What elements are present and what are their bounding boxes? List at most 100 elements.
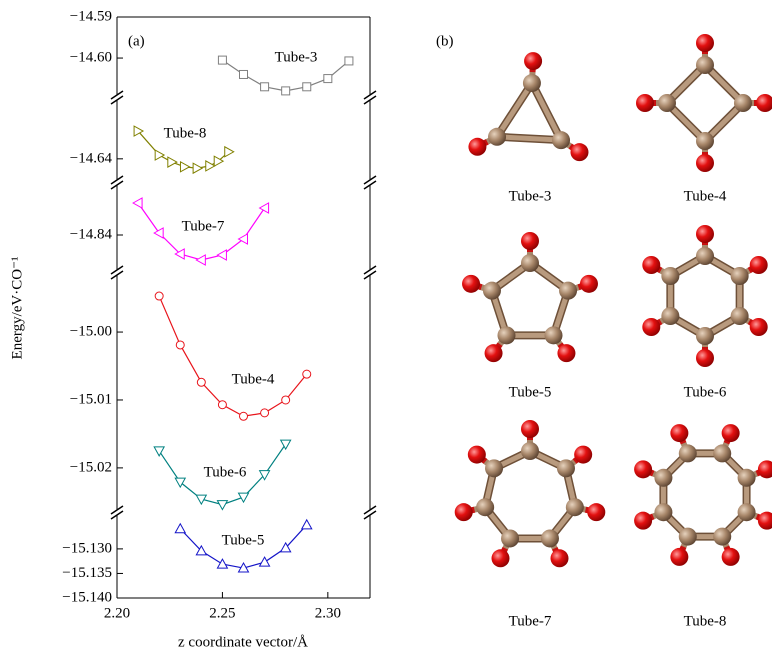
carbon-atom	[523, 74, 541, 92]
structure-label: Tube-5	[509, 384, 552, 400]
carbon-atom	[696, 132, 714, 150]
structure-label: Tube-3	[509, 188, 552, 204]
y-tick-label: −14.59	[70, 8, 112, 24]
y-tick-label: −15.130	[62, 540, 112, 556]
carbon-atom	[713, 528, 731, 546]
y-tick-label: −14.84	[70, 226, 113, 242]
oxygen-atom	[756, 94, 772, 112]
data-point	[324, 75, 332, 83]
carbon-atom	[566, 498, 584, 516]
carbon-atom	[696, 327, 714, 345]
y-axis-label: Energy/eV·CO⁻¹	[9, 257, 25, 360]
oxygen-atom	[750, 318, 768, 336]
data-point	[261, 83, 269, 91]
oxygen-atom	[636, 94, 654, 112]
molecule	[636, 34, 772, 172]
oxygen-atom	[521, 420, 539, 438]
carbon-atom	[559, 282, 577, 300]
y-tick-label: −15.02	[70, 459, 112, 475]
x-axis-label: z coordinate vector/Å	[178, 634, 308, 650]
data-point	[260, 557, 270, 566]
data-point	[175, 478, 185, 487]
data-point	[240, 412, 248, 420]
data-point	[217, 559, 227, 568]
x-tick-label: 2.25	[209, 605, 235, 621]
y-tick-label: −15.01	[70, 391, 112, 407]
series-label: Tube-8	[164, 125, 207, 141]
carbon-atom	[658, 94, 676, 112]
carbon-atom	[541, 529, 559, 547]
bond	[497, 83, 532, 137]
data-point	[193, 163, 202, 173]
data-point	[225, 147, 234, 157]
oxygen-atom	[642, 318, 660, 336]
oxygen-atom	[670, 548, 688, 566]
structure-label: Tube-6	[684, 384, 727, 400]
molecule	[455, 420, 606, 567]
data-point	[282, 396, 290, 404]
oxygen-atom	[634, 512, 652, 530]
data-point	[206, 161, 215, 171]
oxygen-atom	[524, 52, 542, 70]
bond	[497, 137, 561, 140]
x-tick-label: 2.20	[104, 605, 130, 621]
oxygen-atom	[670, 424, 688, 442]
molecule	[462, 232, 598, 362]
data-point	[154, 228, 163, 238]
carbon-atom	[521, 254, 539, 272]
x-tick-label: 2.30	[315, 605, 341, 621]
y-tick-label: −15.135	[62, 565, 112, 581]
oxygen-atom	[491, 549, 509, 567]
data-point	[239, 493, 249, 502]
oxygen-atom	[696, 349, 714, 367]
data-point	[260, 203, 269, 213]
data-point	[302, 520, 312, 529]
carbon-atom	[679, 528, 697, 546]
oxygen-atom	[758, 460, 772, 478]
carbon-atom	[661, 307, 679, 325]
carbon-atom	[661, 267, 679, 285]
carbon-atom	[731, 307, 749, 325]
data-point	[155, 150, 164, 160]
carbon-atom	[476, 498, 494, 516]
molecule	[642, 225, 767, 367]
data-point	[261, 409, 269, 417]
oxygen-atom	[587, 503, 605, 521]
carbon-atom	[552, 131, 570, 149]
data-point	[154, 447, 164, 456]
carbon-atom	[731, 267, 749, 285]
oxygen-atom	[551, 549, 569, 567]
carbon-atom	[545, 326, 563, 344]
oxygen-atom	[574, 446, 592, 464]
structure-label: Tube-7	[509, 613, 552, 629]
oxygen-atom	[580, 275, 598, 293]
series-label: Tube-5	[222, 532, 265, 548]
carbon-atom	[521, 442, 539, 460]
oxygen-atom	[696, 34, 714, 52]
oxygen-atom	[468, 138, 486, 156]
data-point	[176, 341, 184, 349]
oxygen-atom	[696, 154, 714, 172]
data-point	[217, 501, 227, 510]
data-point	[282, 87, 290, 95]
carbon-atom	[654, 503, 672, 521]
structure-label: Tube-8	[684, 613, 727, 629]
data-point	[281, 440, 291, 449]
series-label: Tube-4	[232, 371, 275, 387]
molecule	[634, 424, 772, 566]
oxygen-atom	[468, 446, 486, 464]
series-label: Tube-3	[275, 49, 318, 65]
carbon-atom	[483, 282, 501, 300]
oxygen-atom	[557, 344, 575, 362]
data-point	[197, 378, 205, 386]
data-point	[196, 255, 205, 265]
data-point	[180, 162, 189, 172]
data-point	[345, 57, 353, 65]
carbon-atom	[738, 503, 756, 521]
series-label: Tube-6	[204, 464, 247, 480]
oxygen-atom	[758, 512, 772, 530]
carbon-atom	[738, 469, 756, 487]
data-point	[175, 524, 185, 533]
oxygen-atom	[722, 424, 740, 442]
carbon-atom	[713, 444, 731, 462]
